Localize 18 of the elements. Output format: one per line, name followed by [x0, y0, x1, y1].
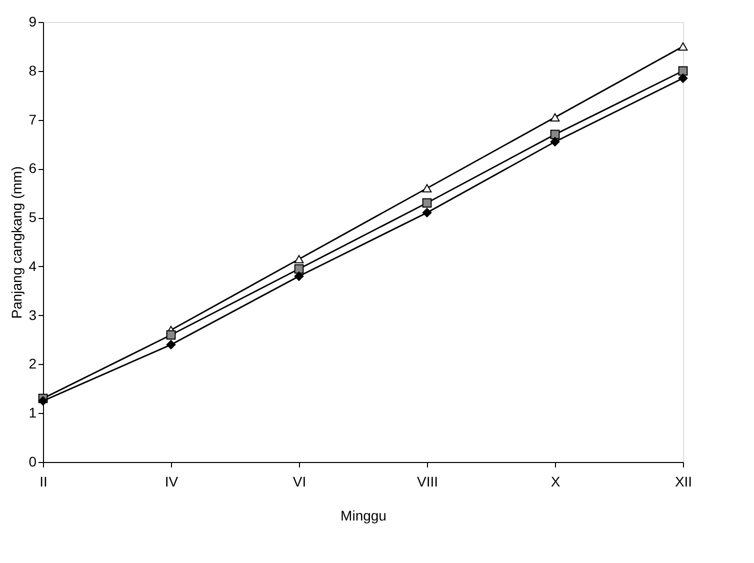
x-tick-label: II [40, 474, 48, 490]
x-tick-label: VIII [416, 474, 438, 490]
x-tick-label: VI [292, 474, 306, 490]
y-tick-label: 6 [28, 160, 37, 176]
y-tick-label: 4 [28, 258, 37, 274]
x-tick-label: IV [164, 474, 179, 490]
y-tick-label: 8 [28, 62, 37, 78]
x-axis-title: Minggu [340, 508, 386, 524]
y-tick-label: 5 [28, 209, 37, 226]
x-tick-label: X [550, 474, 561, 490]
y-tick-label: 2 [28, 356, 37, 372]
y-tick-label: 3 [28, 306, 37, 323]
y-tick-label: 9 [28, 14, 37, 30]
y-tick-label: 7 [28, 111, 37, 128]
y-tick-label: 0 [28, 454, 37, 470]
x-tick-label: XII [674, 474, 692, 490]
y-axis-title: Panjang cangkang (mm) [8, 166, 25, 319]
y-tick-label: 1 [28, 404, 37, 421]
